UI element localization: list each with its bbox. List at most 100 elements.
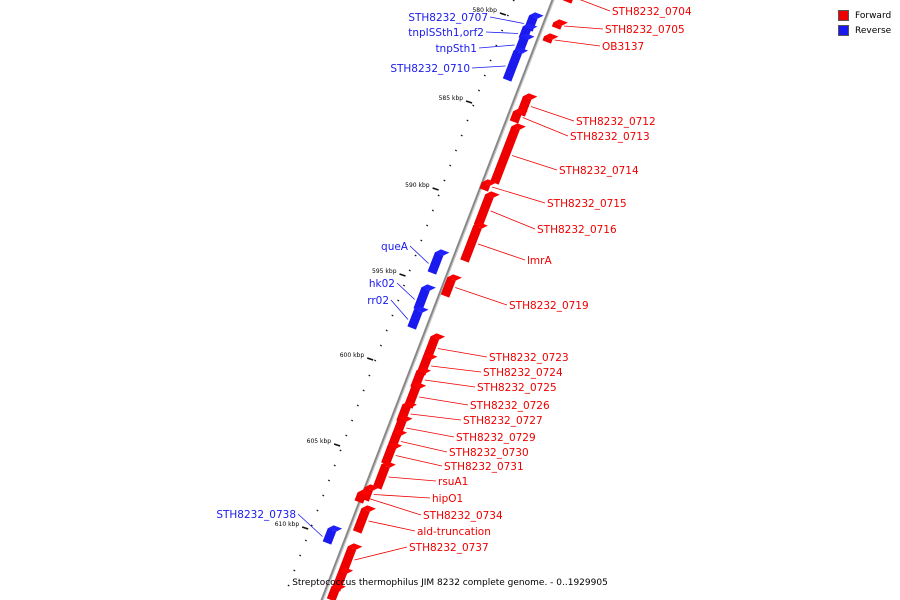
gene-glyph [338,546,357,574]
gene-label: STH8232_0730 [449,447,529,459]
gene-glyph [460,225,482,263]
scale-tick [432,187,439,191]
minor-tick [408,269,411,272]
gene-leader-line [554,39,601,47]
gene-top [402,401,417,408]
gene-label: queA [381,241,409,253]
minor-tick [316,509,319,512]
gene-top [338,567,354,574]
gene-label: STH8232_0725 [477,382,557,394]
gene-leader-line [396,282,415,300]
gene-leader-line [410,413,462,421]
gene-top [398,415,413,422]
gene-glyph [407,309,423,330]
gene-glyph [322,528,337,545]
gene-label: hk02 [369,278,395,290]
gene-leader-line [471,65,506,69]
gene-glyph [542,36,553,44]
reverse-swatch [838,25,849,36]
minor-tick [293,569,296,572]
gene-glyph [479,182,491,192]
gene-leader-line [491,186,546,204]
minor-tick [362,389,365,392]
gene-top [520,33,535,40]
gene-glyph [473,194,494,228]
gene-glyph [551,22,562,30]
gene-leader-line [409,245,429,264]
gene-leader-line [354,546,408,561]
backbone-highlight [322,0,555,600]
minor-tick [466,119,469,122]
gene-leader-line [395,455,443,467]
scale-label: 585 kbp [439,95,464,102]
gene-top [364,484,379,491]
legend-reverse-label: Reverse [855,25,892,36]
legend-reverse: Reverse [838,23,891,38]
gene-label: STH8232_0705 [605,24,685,36]
gene-top [331,583,346,590]
gene-label: STH8232_0727 [463,415,543,427]
legend-forward: Forward [838,8,891,23]
gene-leader-line [530,106,575,122]
gene-top [485,191,500,198]
minor-tick [472,104,475,107]
gene-leader-line [419,396,469,406]
gene-top [435,249,450,256]
gene-leader-line [490,210,536,230]
minor-tick [477,89,481,92]
gene-glyph [354,492,367,504]
gene-label: STH8232_0716 [537,224,617,236]
gene-glyph [373,464,390,490]
forward-swatch [838,10,849,21]
gene-label: STH8232_0731 [444,461,524,473]
gene-leader-line [388,476,437,482]
gene-label: rsuA1 [438,476,468,488]
gene-top [522,23,538,30]
minor-tick [356,404,359,407]
gene-label: STH8232_0714 [559,165,639,177]
minor-tick [379,344,383,347]
minor-tick [449,164,452,167]
minor-tick [345,434,348,437]
minor-tick [368,374,371,377]
gene-label: STH8232_0724 [483,367,563,379]
gene-top [387,442,403,449]
gene-top [447,274,462,281]
scale-label: 580 kbp [472,7,497,14]
gene-label: lmrA [527,255,552,267]
minor-tick [506,14,509,17]
gene-leader-line [367,497,422,516]
gene-label: hipO1 [432,493,463,505]
minor-tick [420,239,423,242]
minor-tick [495,44,498,47]
gene-leader-line [563,25,604,30]
gene-glyph [563,0,573,4]
minor-tick [414,254,417,257]
gene-glyph [427,252,444,275]
gene-label: STH8232_0729 [456,432,536,444]
scale-tick [399,273,406,277]
gene-label: STH8232_0734 [423,510,503,522]
minor-tick [397,299,400,302]
gene-label: ald-truncation [417,526,491,538]
minor-tick [460,134,463,137]
minor-tick [402,284,406,287]
gene-glyph [413,287,430,312]
gene-top [544,33,559,40]
gene-top [361,505,376,512]
gene-glyph [326,586,340,600]
minor-tick [333,464,336,467]
gene-leader-line [406,427,455,438]
scale-tick [301,526,309,530]
minor-tick [327,479,331,482]
gene-leader-line [390,299,409,320]
gene-glyph [509,111,522,124]
gene-leader-line [455,287,508,306]
gene-top [414,306,429,313]
gene-top [411,382,427,389]
scale-tick [465,100,473,104]
gene-leader-line [437,348,488,358]
scale-label: 605 kbp [307,438,332,445]
gene-top [511,123,526,130]
scale-label: 610 kbp [275,521,300,528]
